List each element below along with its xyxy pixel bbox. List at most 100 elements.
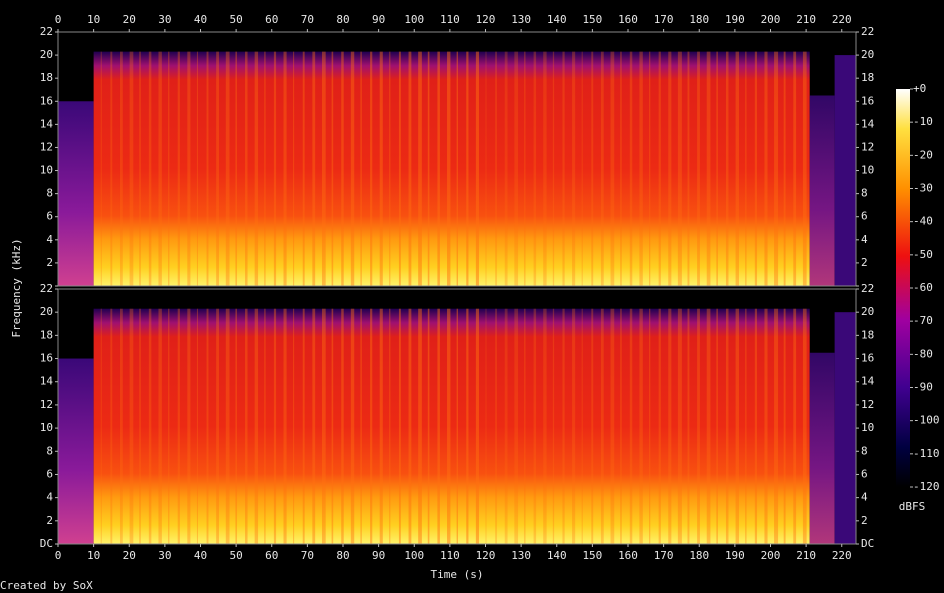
spectrum-stripe <box>408 51 412 286</box>
x-tick-label: 180 <box>689 13 709 26</box>
spectrum-stripe <box>168 51 170 286</box>
y-tick-label: 22 <box>40 282 53 295</box>
y-tick-label: 6 <box>46 210 53 223</box>
spectrum-stripe <box>620 308 622 544</box>
spectrum-stripe <box>418 308 422 544</box>
spectrum-stripe <box>677 308 682 544</box>
spectrum-stripe <box>312 308 316 544</box>
x-tick-label: 70 <box>301 13 314 26</box>
x-tick-label: 140 <box>547 13 567 26</box>
spectrum-stripe <box>523 308 526 544</box>
spectrum-stripe <box>600 51 604 286</box>
x-tick-label: 170 <box>654 549 674 562</box>
spectrum-stripe <box>600 308 604 544</box>
spectrum-stripe <box>658 308 661 544</box>
spectrum-stripe <box>466 308 469 544</box>
x-tick-label: 10 <box>87 549 100 562</box>
x-tick-label: 200 <box>761 549 781 562</box>
spectrum-stripe <box>264 308 266 544</box>
x-tick-label: 150 <box>582 13 602 26</box>
spectrum-stripe <box>110 51 113 286</box>
spectrum-stripe <box>802 51 807 286</box>
spectrum-stripe <box>235 51 238 286</box>
spectrum-stripe <box>706 308 711 544</box>
spectrum-stripe <box>273 51 277 286</box>
spectrum-stripe <box>139 308 141 544</box>
spectrum-stripe <box>504 308 508 544</box>
spectrum-stripe <box>610 51 615 286</box>
spectrum-stripe <box>533 308 537 544</box>
spectrum-stripe <box>687 308 690 544</box>
x-tick-label: 40 <box>194 549 207 562</box>
spectrum-stripe <box>302 51 305 286</box>
colorbar-tick-label: -30 <box>913 182 933 195</box>
spectrum-stripe <box>514 51 519 286</box>
spectrum-stripe <box>379 308 383 544</box>
spectrum-stripe <box>321 51 326 286</box>
y-tick-label: 2 <box>46 256 53 269</box>
spectrum-stripe <box>148 51 152 286</box>
spectrum-stripe <box>504 51 508 286</box>
spectrum-stripe <box>264 51 266 286</box>
colorbar-tick-label: -20 <box>913 148 933 161</box>
spectrum-stripe <box>110 308 113 544</box>
spectrum-stripe <box>100 308 102 544</box>
spectrum-stripe <box>581 51 583 286</box>
spectrum-stripe <box>552 51 555 286</box>
spectrum-area <box>93 308 810 544</box>
y-tick-label: 4 <box>46 233 53 246</box>
spectrum-stripe <box>783 51 786 286</box>
spectrum-area <box>809 95 835 286</box>
y-tick-label: 8 <box>46 444 53 457</box>
spectrum-stripe <box>562 51 565 286</box>
y-tick-label: 18 <box>861 71 874 84</box>
x-tick-label: 40 <box>194 13 207 26</box>
spectrum-stripe <box>754 51 758 286</box>
spectrum-area <box>834 55 856 286</box>
x-tick-label: 50 <box>230 549 243 562</box>
spectrum-stripe <box>687 51 690 286</box>
spectrum-stripe <box>543 51 547 286</box>
colorbar-label: dBFS <box>899 500 926 513</box>
x-tick-label: 150 <box>582 549 602 562</box>
spectrum-stripe <box>793 51 797 286</box>
y-tick-label: 18 <box>861 328 874 341</box>
y-axis-label: Frequency (kHz) <box>10 238 23 337</box>
spectrum-stripe <box>225 51 230 286</box>
x-tick-label: 100 <box>404 549 424 562</box>
spectrum-stripe <box>187 308 191 544</box>
spectrum-stripe <box>437 51 440 286</box>
spectrum-stripe <box>283 308 287 544</box>
spectrum-stripe <box>745 308 747 544</box>
x-tick-label: 10 <box>87 13 100 26</box>
spectrum-stripe <box>764 308 768 544</box>
x-tick-label: 110 <box>440 13 460 26</box>
x-tick-label: 80 <box>336 549 349 562</box>
x-tick-label: 20 <box>123 13 136 26</box>
spectrum-stripe <box>485 51 487 286</box>
spectrum-area <box>58 358 94 544</box>
colorbar-tick-label: -70 <box>913 314 933 327</box>
y-tick-label: 8 <box>861 444 868 457</box>
spectrum-stripe <box>523 51 526 286</box>
spectrum-stripe <box>206 308 209 544</box>
spectrum-stripe <box>802 308 807 544</box>
spectrum-stripe <box>649 51 651 286</box>
spectrum-stripe <box>427 51 430 286</box>
spectrum-stripe <box>466 51 469 286</box>
y-tick-label: 12 <box>861 398 874 411</box>
spectrum-stripe <box>119 308 123 544</box>
spectrum-stripe <box>456 51 458 286</box>
y-tick-label: 14 <box>40 117 54 130</box>
spectrum-stripe <box>158 51 162 286</box>
x-tick-label: 110 <box>440 549 460 562</box>
spectrum-stripe <box>427 308 430 544</box>
spectrum-stripe <box>177 308 180 544</box>
spectrum-stripe <box>129 51 134 286</box>
y-tick-label: 16 <box>40 352 53 365</box>
spectrum-stripe <box>360 308 362 544</box>
spectrum-stripe <box>639 51 643 286</box>
spectrum-stripe <box>225 308 230 544</box>
spectrum-stripe <box>273 308 277 544</box>
